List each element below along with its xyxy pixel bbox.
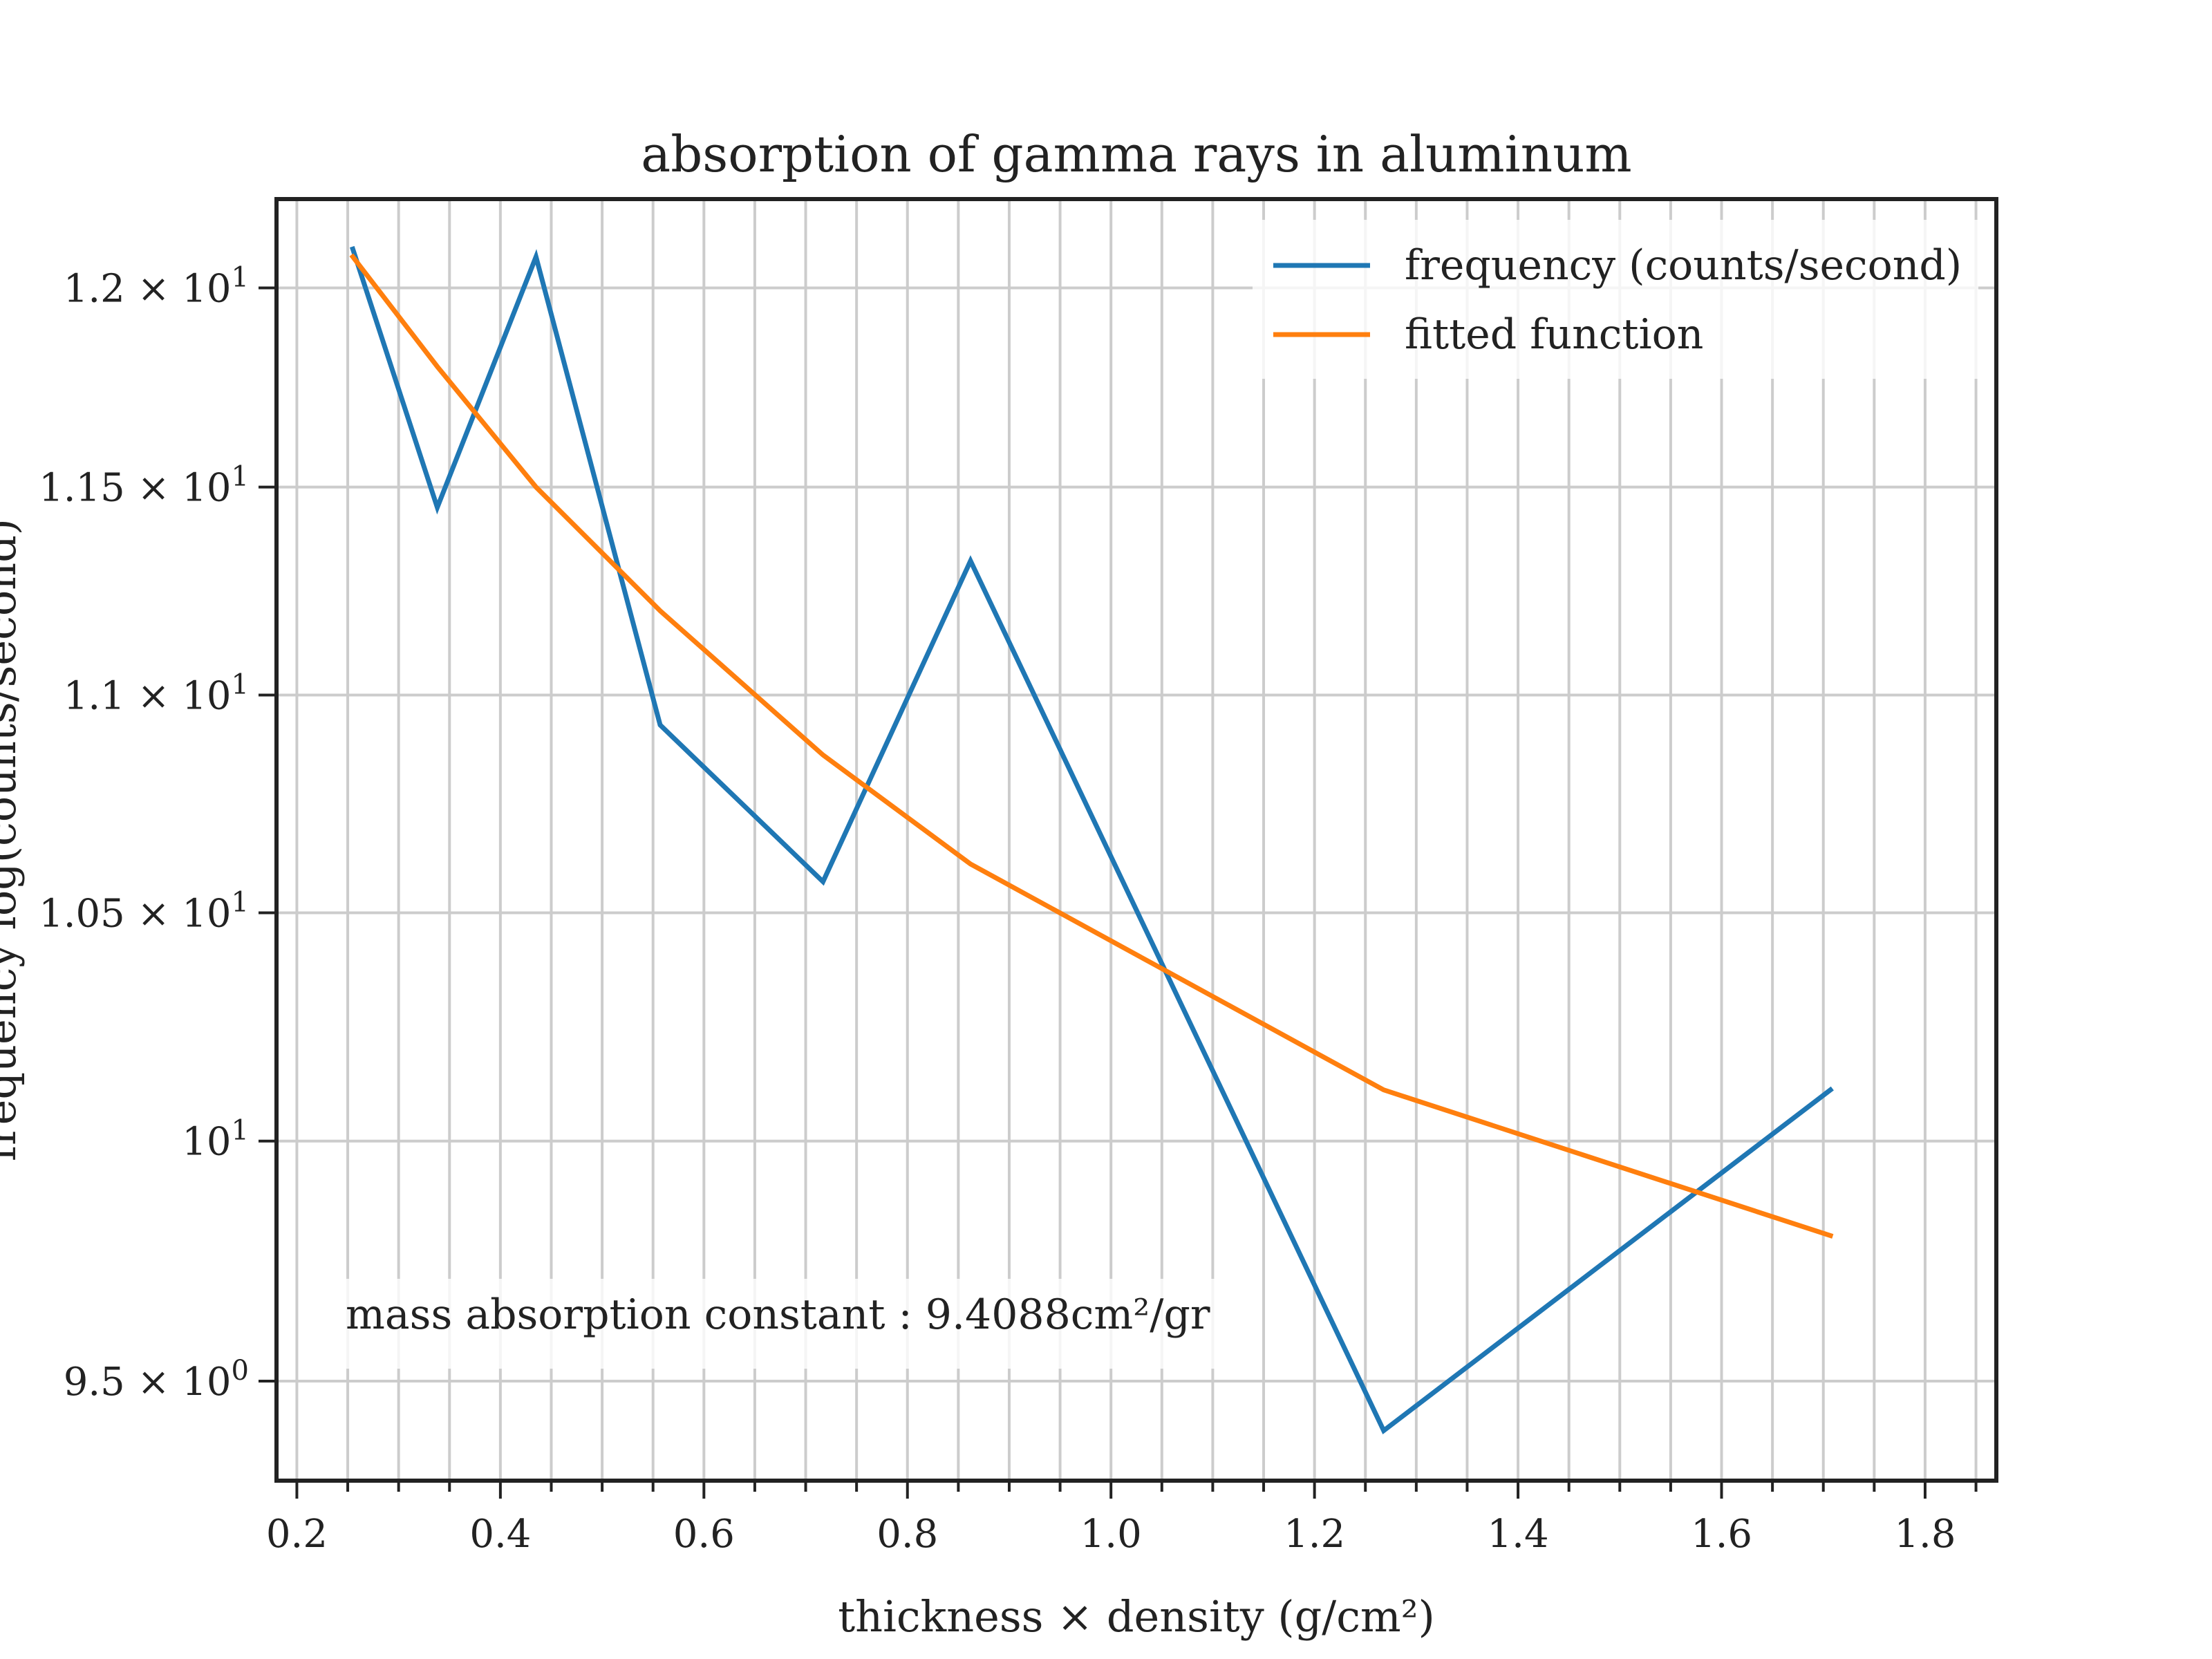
x-tick-label: 1.8 [1894, 1512, 1956, 1557]
y-tick-label: 1.2 × 101 [64, 262, 249, 312]
x-tick-label: 1.2 [1284, 1512, 1345, 1557]
annotation-background [333, 1279, 1239, 1369]
y-tick-label: 9.5 × 100 [64, 1355, 249, 1405]
y-axis-label: frequency log(counts/second) [0, 518, 26, 1161]
x-tick-label: 0.6 [673, 1512, 735, 1557]
x-axis-label: thickness × density (g/cm²) [838, 1591, 1435, 1642]
series-line-frequency [349, 245, 1834, 1435]
x-tick-label: 1.0 [1080, 1512, 1142, 1557]
x-tick-label: 0.2 [266, 1512, 328, 1557]
chart-title: absorption of gamma rays in aluminum [641, 125, 1631, 183]
legend: frequency (counts/second) fitted function [1253, 220, 1978, 379]
annotation-text: mass absorption constant : 9.4088cm²/gr [346, 1291, 1210, 1339]
x-tick-label: 1.6 [1691, 1512, 1752, 1557]
plot-frame [274, 197, 1998, 1483]
series-lines [349, 245, 1834, 1435]
annotation: mass absorption constant : 9.4088cm²/gr [333, 1279, 1239, 1369]
y-tick-label: 1.15 × 101 [39, 461, 249, 511]
y-tick-label: 101 [182, 1115, 249, 1165]
x-tick-label: 0.4 [469, 1512, 531, 1557]
grid [276, 199, 1996, 1481]
series-line-fitted [349, 253, 1834, 1239]
axis-ticks: 0.2 0.4 0.6 0.8 1.0 1.2 1.4 1.6 1.8 9.5 × 100 101 1… [39, 262, 1978, 1557]
y-tick-label: 1.1 × 101 [64, 669, 249, 719]
legend-entry: fitted function [1405, 310, 1703, 359]
y-tick-label: 1.05 × 101 [39, 886, 249, 936]
x-tick-label: 1.4 [1488, 1512, 1549, 1557]
x-tick-label: 0.8 [877, 1512, 938, 1557]
legend-entry: frequency (counts/second) [1405, 241, 1962, 290]
legend-box [1253, 220, 1978, 379]
